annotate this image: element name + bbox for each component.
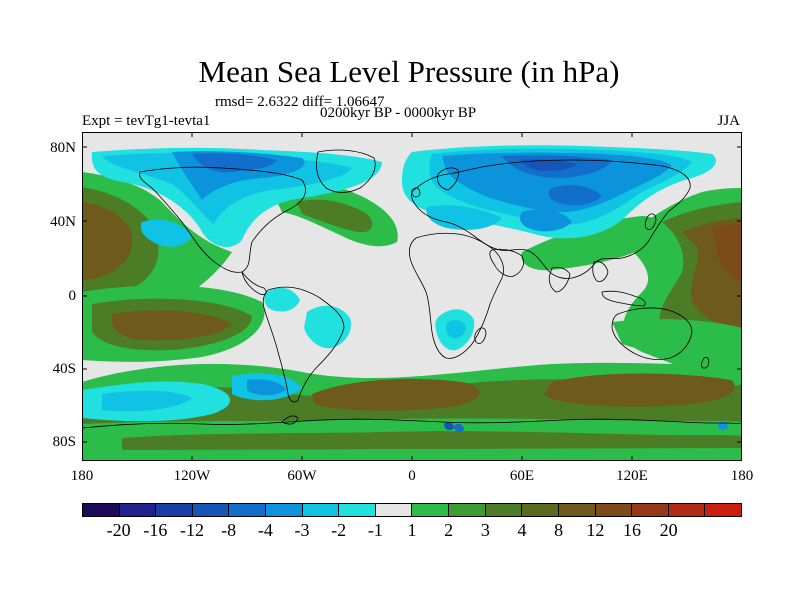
greenland-coast bbox=[316, 149, 376, 193]
arabia-coast bbox=[489, 248, 524, 277]
west-pacific-high-peak bbox=[712, 224, 742, 282]
stats-line: rmsd= 2.6322 diff= 1.06647 bbox=[215, 94, 385, 110]
legend-label: 12 bbox=[586, 520, 605, 540]
legend-swatch bbox=[449, 504, 486, 516]
eurasia-low-peak-3 bbox=[522, 159, 577, 171]
axis-ticks bbox=[82, 132, 742, 461]
legend-swatch bbox=[412, 504, 450, 516]
lon-label-120w: 120W bbox=[173, 468, 211, 484]
legend-label: -20 bbox=[106, 520, 131, 540]
southern-ocean-band-core-1 bbox=[312, 378, 480, 411]
southern-pacific-low-core bbox=[102, 390, 192, 412]
legend-swatch bbox=[595, 504, 633, 516]
australia-coast bbox=[611, 307, 693, 360]
south-pacific-high-core bbox=[112, 310, 232, 341]
japan-coast bbox=[644, 213, 657, 230]
legend-swatch bbox=[522, 504, 559, 516]
caspian-low-patch bbox=[520, 209, 572, 232]
eurasia-low-peak-2 bbox=[548, 185, 602, 206]
lat-label-0: 0 bbox=[68, 288, 77, 304]
antarctica-coast bbox=[82, 418, 742, 429]
season-label: JJA bbox=[717, 113, 740, 129]
british-isles-coast bbox=[411, 187, 421, 198]
south-america-low-2 bbox=[264, 287, 300, 312]
north-america-coast bbox=[139, 166, 306, 273]
lon-label-0: 0 bbox=[408, 468, 416, 484]
alaska-low-patch bbox=[140, 219, 192, 247]
color-legend bbox=[82, 503, 742, 517]
north-pacific-high-core bbox=[82, 202, 133, 280]
south-america-low bbox=[304, 305, 352, 349]
north-atlantic-green-core bbox=[297, 199, 373, 233]
lat-label-40n: 40N bbox=[50, 214, 76, 230]
legend-label: 2 bbox=[444, 520, 454, 540]
legend-label: 1 bbox=[407, 520, 417, 540]
antarctic-spot-1 bbox=[444, 421, 454, 431]
southeast-asia-coast bbox=[592, 261, 609, 282]
legend-swatch bbox=[485, 504, 523, 516]
south-indian-green bbox=[612, 319, 742, 364]
legend-label: -1 bbox=[367, 520, 383, 540]
lat-label-40s: 40S bbox=[52, 361, 76, 377]
antarctic-peninsula bbox=[281, 415, 299, 425]
legend-label: -12 bbox=[180, 520, 204, 540]
legend-swatch bbox=[705, 504, 741, 516]
legend-label: -2 bbox=[331, 520, 347, 540]
south-america-coast bbox=[262, 286, 345, 403]
legend-swatch bbox=[83, 504, 120, 516]
legend-swatch bbox=[229, 504, 267, 516]
antarctic-spot-3 bbox=[718, 421, 728, 431]
lon-label-180w: 180 bbox=[70, 468, 94, 484]
lat-label-80n: 80N bbox=[50, 140, 76, 156]
legend-label: 20 bbox=[659, 520, 678, 540]
legend-swatch bbox=[156, 504, 193, 516]
legend-label: -4 bbox=[257, 520, 273, 540]
eurasia-coast bbox=[411, 159, 691, 279]
legend-swatch bbox=[192, 504, 230, 516]
lon-label-120e: 120E bbox=[616, 468, 648, 484]
scandinavia-coast bbox=[437, 167, 459, 191]
legend-swatch bbox=[668, 504, 706, 516]
mediterranean-low bbox=[426, 205, 502, 230]
experiment-label: Expt = tevTg1-tevta1 bbox=[82, 113, 211, 129]
africa-coast bbox=[408, 232, 504, 359]
madagascar-coast bbox=[474, 327, 487, 344]
eurasia-low-core bbox=[442, 152, 672, 212]
legend-swatch bbox=[558, 504, 596, 516]
legend-swatch bbox=[119, 504, 157, 516]
lon-label-180e: 180 bbox=[730, 468, 754, 484]
legend-label: 4 bbox=[517, 520, 527, 540]
map-panel bbox=[82, 132, 742, 461]
legend-label: -16 bbox=[143, 520, 168, 540]
coastlines bbox=[82, 149, 742, 429]
india-coast bbox=[548, 266, 571, 293]
southern-africa-low-core bbox=[445, 320, 466, 339]
legend-swatch bbox=[266, 504, 303, 516]
legend-swatch bbox=[339, 504, 376, 516]
lon-label-60w: 60W bbox=[287, 468, 317, 484]
legend-label: -8 bbox=[221, 520, 237, 540]
legend-swatch bbox=[632, 504, 669, 516]
legend-swatch bbox=[302, 504, 340, 516]
new-zealand-coast bbox=[701, 357, 710, 369]
legend-label: 3 bbox=[480, 520, 490, 540]
antarctic-interior-band bbox=[122, 431, 742, 450]
indonesia-coast bbox=[601, 290, 646, 307]
legend-label: -3 bbox=[294, 520, 310, 540]
antarctic-spot-2 bbox=[454, 423, 464, 433]
lat-label-80s: 80S bbox=[52, 434, 76, 450]
asia-green-arc bbox=[521, 216, 661, 271]
southern-ocean-band-core-2 bbox=[544, 373, 735, 407]
period-label: 0200kyr BP - 0000kyr BP bbox=[320, 105, 477, 121]
drake-passage-core bbox=[247, 379, 286, 396]
legend-label: 8 bbox=[554, 520, 564, 540]
map-title: Mean Sea Level Pressure (in hPa) bbox=[198, 54, 620, 89]
legend-label: 16 bbox=[623, 520, 641, 540]
lon-label-60e: 60E bbox=[509, 468, 535, 484]
legend-swatch bbox=[375, 504, 413, 516]
